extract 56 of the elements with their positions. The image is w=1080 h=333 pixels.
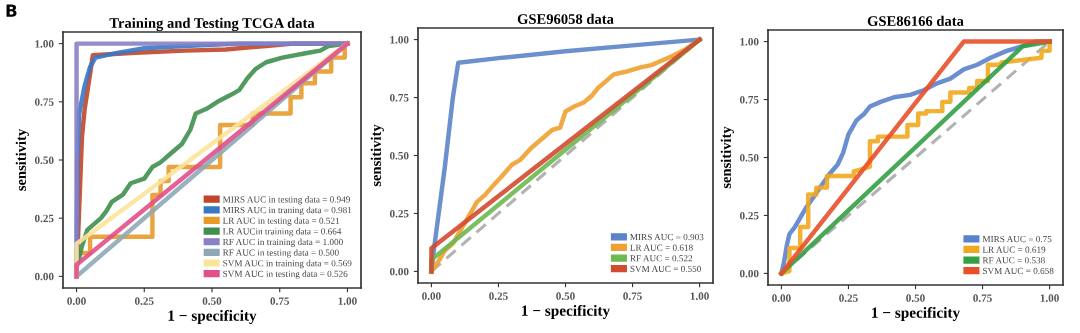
legend-label: LR AUC = 0.618 [630, 244, 693, 251]
chart-title: Training and Testing TCGA data [109, 17, 315, 32]
legend-label: SVM AUC in testing data = 0.526 [223, 270, 348, 279]
y-tick-label: 0.25 [34, 214, 54, 223]
legend-label: MIRS AUC in traning data = 0.981 [222, 206, 352, 216]
x-tick-label: 0.25 [839, 294, 858, 302]
x-tick-label: 1.00 [690, 292, 709, 300]
legend-label: RF AUC = 0.522 [630, 255, 693, 262]
y-axis-title: sensitivity [720, 126, 734, 189]
legend-label: LR AUC in testing data = 0.521 [222, 217, 340, 226]
y-tick-label: 0.50 [34, 156, 54, 165]
chart-title: GSE96058 data [517, 13, 614, 24]
y-tick-label: 0.50 [739, 153, 759, 162]
legend-label: MIRS AUC = 0.75 [982, 235, 1052, 243]
y-tick-label: 1.00 [35, 40, 54, 48]
y-tick-label: 0.50 [389, 151, 409, 160]
x-tick-label: 0.50 [202, 297, 222, 305]
x-tick-label: 0.25 [489, 292, 508, 300]
chart-title: GSE86166 data [867, 15, 964, 26]
y-tick-label: 0.00 [739, 269, 759, 278]
legend-label: MIRS AUC in testing data = 0.949 [222, 196, 350, 205]
legend-label: LR AUC = 0.619 [982, 246, 1046, 253]
y-tick-label: 0.00 [389, 267, 409, 276]
legend-label: RF AUC in training data = 1.000 [222, 238, 343, 247]
legend-label: SVM AUC in training data = 0.569 [223, 259, 352, 269]
text: B [6, 4, 17, 17]
x-tick-label: 0.00 [422, 292, 441, 300]
x-tick-label: 1.00 [338, 297, 357, 305]
x-tick-label: 0.50 [906, 294, 925, 302]
legend-label: SVM AUC = 0.658 [983, 267, 1054, 275]
y-tick-label: 0.25 [739, 211, 759, 220]
y-axis-title: sensitivity [370, 124, 384, 187]
legend-label: SVM AUC = 0.550 [630, 265, 701, 273]
x-tick-label: 0.75 [973, 294, 992, 302]
y-tick-label: 0.00 [34, 272, 54, 281]
x-tick-label: 0.50 [556, 292, 575, 300]
y-tick-label: 1.00 [740, 38, 759, 46]
x-axis-title: 1 − specificity [168, 309, 257, 324]
x-tick-label: 0.75 [270, 297, 290, 305]
x-tick-label: 0.25 [134, 297, 154, 305]
legend-label: MIRS AUC = 0.903 [630, 233, 704, 241]
x-tick-label: 0.00 [772, 294, 791, 302]
y-tick-label: 0.75 [34, 98, 54, 106]
y-tick-label: 0.75 [389, 94, 409, 102]
y-tick-label: 1.00 [390, 36, 409, 44]
x-tick-label: 0.00 [67, 297, 86, 305]
y-axis-title: sensitivity [15, 128, 29, 191]
legend-label: RF AUC in testing data = 0.500 [222, 249, 339, 258]
x-tick-label: 0.75 [623, 292, 642, 300]
y-tick-label: 0.25 [389, 209, 409, 218]
x-tick-label: 1.00 [1040, 294, 1059, 302]
y-tick-label: 0.75 [739, 96, 759, 104]
x-axis-title: 1 − specificity [872, 306, 961, 321]
legend-label: RF AUC = 0.538 [982, 257, 1045, 264]
legend-label: LR AUCin training data = 0.664 [222, 227, 342, 237]
x-axis-title: 1 − specificity [522, 304, 611, 319]
